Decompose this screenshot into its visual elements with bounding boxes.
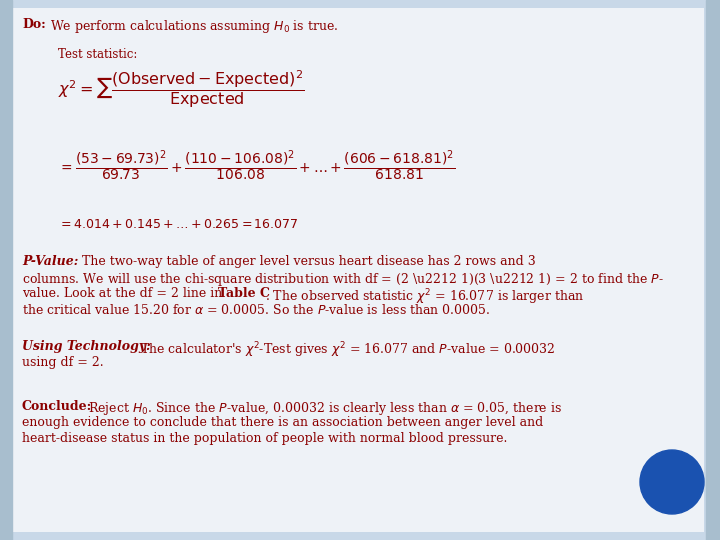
Text: using df = 2.: using df = 2. xyxy=(22,356,104,369)
Text: $= \dfrac{(53-69.73)^2}{69.73} + \dfrac{(110-106.08)^2}{106.08} +\ldots+ \dfrac{: $= \dfrac{(53-69.73)^2}{69.73} + \dfrac{… xyxy=(58,148,455,183)
Text: We perform calculations assuming $H_0$ is true.: We perform calculations assuming $H_0$ i… xyxy=(50,18,338,35)
Bar xyxy=(0,0,12,540)
Text: The calculator's $\chi^2$-Test gives $\chi^2$ = 16.077 and $P$-value = 0.00032: The calculator's $\chi^2$-Test gives $\c… xyxy=(140,340,555,360)
Text: The two-way table of anger level versus heart disease has 2 rows and 3: The two-way table of anger level versus … xyxy=(82,255,536,268)
Text: heart-disease status in the population of people with normal blood pressure.: heart-disease status in the population o… xyxy=(22,432,508,445)
Text: $= 4.014 + 0.145 + \ldots + 0.265 = 16.077$: $= 4.014 + 0.145 + \ldots + 0.265 = 16.0… xyxy=(58,218,298,231)
Text: Test statistic:: Test statistic: xyxy=(58,48,138,61)
Text: columns. We will use the chi-square distribution with df = (2 \u2212 1)(3 \u2212: columns. We will use the chi-square dist… xyxy=(22,271,664,288)
Text: enough evidence to conclude that there is an association between anger level and: enough evidence to conclude that there i… xyxy=(22,416,544,429)
Text: Reject $H_0$. Since the $P$-value, 0.00032 is clearly less than $\alpha$ = 0.05,: Reject $H_0$. Since the $P$-value, 0.000… xyxy=(88,400,562,417)
Text: Using Technology:: Using Technology: xyxy=(22,340,150,353)
Text: $\chi^2 = \sum\dfrac{(\mathrm{Observed} - \mathrm{Expected})^2}{\mathrm{Expected: $\chi^2 = \sum\dfrac{(\mathrm{Observed} … xyxy=(58,68,305,110)
Text: P-Value:: P-Value: xyxy=(22,255,78,268)
Text: Table C: Table C xyxy=(218,287,270,300)
Text: Conclude:: Conclude: xyxy=(22,400,92,413)
Text: Do:: Do: xyxy=(22,18,46,31)
Bar xyxy=(706,0,720,540)
Text: . The observed statistic $\chi^2$ = 16.077 is larger than: . The observed statistic $\chi^2$ = 16.0… xyxy=(265,287,585,307)
Circle shape xyxy=(640,450,704,514)
Text: value. Look at the df = 2 line in: value. Look at the df = 2 line in xyxy=(22,287,226,300)
FancyBboxPatch shape xyxy=(12,8,704,532)
Text: the critical value 15.20 for $\alpha$ = 0.0005. So the $P$-value is less than 0.: the critical value 15.20 for $\alpha$ = … xyxy=(22,303,490,317)
